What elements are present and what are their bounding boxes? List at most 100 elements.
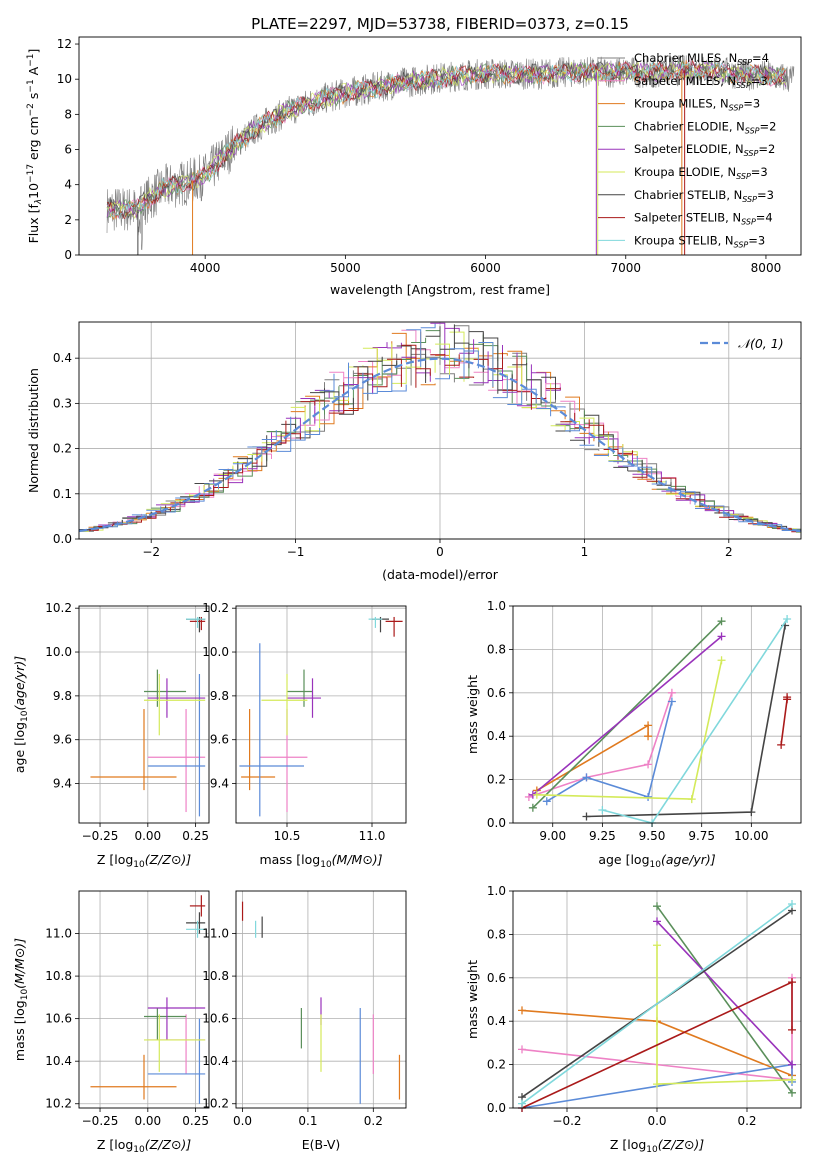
weight-marker	[582, 773, 591, 782]
x-tick-label: 0.00	[134, 829, 161, 843]
y-tick-label: 0.6	[487, 686, 506, 700]
errorbar-point	[385, 616, 403, 637]
x-tick-label: 5000	[330, 261, 361, 275]
spectrum-panel: 4000 5000 6000 7000 8000 0 2 4 6 8 10 12 wavelength …	[26, 36, 802, 297]
y-tick-label: 9.8	[210, 689, 229, 703]
y-tick-label: 9.4	[210, 777, 229, 791]
y-tick-label: 0.8	[487, 927, 506, 941]
x-tick-label: 0.2	[364, 1114, 383, 1128]
x-tick-label: 6000	[470, 261, 501, 275]
weight-marker	[777, 740, 786, 749]
x-tick-label: 7000	[610, 261, 641, 275]
x-axis-label: age [log10(age/yr)]	[598, 852, 715, 870]
errorbar-point	[186, 616, 206, 628]
model-line	[106, 59, 786, 220]
y-tick-label: 0	[64, 248, 72, 262]
errorbar-point	[241, 709, 276, 791]
y-tick-label: 10.8	[45, 969, 72, 983]
weight-series	[653, 941, 796, 1089]
weight-series	[582, 621, 790, 821]
y-tick-label: 10.2	[45, 601, 72, 615]
errorbar-point	[144, 669, 187, 707]
errorbar-point	[189, 895, 206, 917]
y-tick-label: 11.0	[45, 927, 72, 941]
weight-line	[656, 945, 793, 1085]
weight_vs_Z-panel: −0.2 0.0 0.2 0.0 0.2 0.4 0.6 0.8 1.0 Z [log10(Z/Z…	[465, 884, 802, 1155]
x-tick-label: 2	[725, 545, 733, 559]
y-axis-label: mass weight	[465, 960, 480, 1039]
weight-marker	[518, 1006, 526, 1015]
y-tick-label: 4	[64, 178, 72, 192]
weight-line	[528, 692, 673, 798]
weight-marker	[788, 1060, 796, 1069]
weight-marker	[788, 1025, 796, 1034]
y-tick-label: 9.4	[53, 777, 72, 791]
weight-marker	[518, 1099, 526, 1108]
errorbar-point	[287, 669, 313, 707]
y-tick-label: 0.3	[53, 396, 72, 410]
y-tick-label: 0.4	[487, 1014, 506, 1028]
weight_vs_age-panel: 9.00 9.25 9.50 9.75 10.00 0.0 0.2 0.4 0.6 0.8 1.0 a…	[465, 599, 802, 870]
x-axis-label: wavelength [Angstrom, rest frame]	[330, 282, 550, 297]
weight-series	[528, 617, 726, 812]
weight-marker	[788, 1088, 796, 1097]
x-tick-label: 0.0	[233, 1114, 252, 1128]
weight-marker	[644, 792, 653, 801]
axes-frame	[78, 890, 210, 1109]
y-tick-label: 0.1	[53, 487, 72, 501]
x-axis-label: Z [log10(Z/Z⊙)]	[97, 1137, 191, 1155]
model-line	[106, 61, 787, 219]
weight-marker	[598, 805, 607, 814]
x-axis-label: Z [log10(Z/Z⊙)]	[97, 852, 191, 870]
y-tick-label: 11.0	[202, 927, 229, 941]
y-tick-label: 1.0	[487, 884, 506, 898]
x-axis-label: Z [log10(Z/Z⊙)]	[610, 1137, 704, 1155]
y-tick-label: 10.6	[202, 1012, 229, 1026]
y-tick-label: 10.2	[45, 1097, 72, 1111]
weight-marker	[582, 812, 591, 821]
y-tick-label: 0.0	[53, 532, 72, 546]
legend-entry: Salpeter MILES, NSSP=3	[634, 74, 768, 90]
y-tick-label: 10.0	[202, 645, 229, 659]
errorbar-point	[147, 997, 206, 1040]
weight-line	[532, 635, 723, 796]
y-tick-label: 0.2	[53, 442, 72, 456]
x-tick-label: 9.75	[688, 829, 715, 843]
y-tick-label: 10.2	[202, 1097, 229, 1111]
weight-marker	[788, 978, 796, 987]
age_vs_Z-panel: −0.25 0.00 0.25 9.4 9.6 9.8 10.0 10.2 Z [log10(Z…	[12, 601, 210, 870]
errorbar-point	[147, 673, 206, 817]
weight-line	[780, 697, 788, 746]
weight-line	[656, 905, 793, 1094]
x-tick-label: −2	[142, 545, 160, 559]
x-axis-label: E(B-V)	[302, 1137, 341, 1152]
y-tick-label: 9.6	[210, 733, 229, 747]
x-tick-label: 0.1	[298, 1114, 317, 1128]
weight-line	[546, 701, 673, 802]
y-tick-label: 9.8	[53, 689, 72, 703]
y-axis-label: Flux [fλ10−17 erg cm−2 s−1 A−1]	[26, 49, 44, 244]
y-tick-label: 0.4	[53, 351, 72, 365]
y-axis-label: mass weight	[465, 675, 480, 754]
errorbar-point	[147, 709, 206, 813]
weight-series	[777, 693, 792, 749]
axes-frame	[78, 36, 802, 256]
x-tick-label: 9.25	[589, 829, 616, 843]
x-tick-label: 11.0	[359, 829, 386, 843]
figure-title: PLATE=2297, MJD=53738, FIBERID=0373, z=0…	[251, 15, 629, 33]
x-tick-label: 4000	[190, 261, 221, 275]
x-tick-label: 1	[581, 545, 589, 559]
weight-line	[656, 920, 793, 1066]
y-tick-label: 6	[64, 143, 72, 157]
weight-marker	[653, 941, 661, 950]
weight-series	[532, 656, 726, 804]
errorbar-point	[144, 673, 206, 736]
errorbar-point	[144, 1014, 206, 1072]
x-tick-label: −0.2	[552, 1114, 581, 1128]
errorbar-point	[259, 709, 308, 813]
weight-marker	[644, 721, 653, 730]
y-tick-label: 10	[57, 72, 72, 86]
errorbar-point	[147, 678, 206, 718]
residuals-legend: 𝒩(0, 1)	[700, 336, 784, 351]
errorbar-point	[147, 1018, 206, 1104]
